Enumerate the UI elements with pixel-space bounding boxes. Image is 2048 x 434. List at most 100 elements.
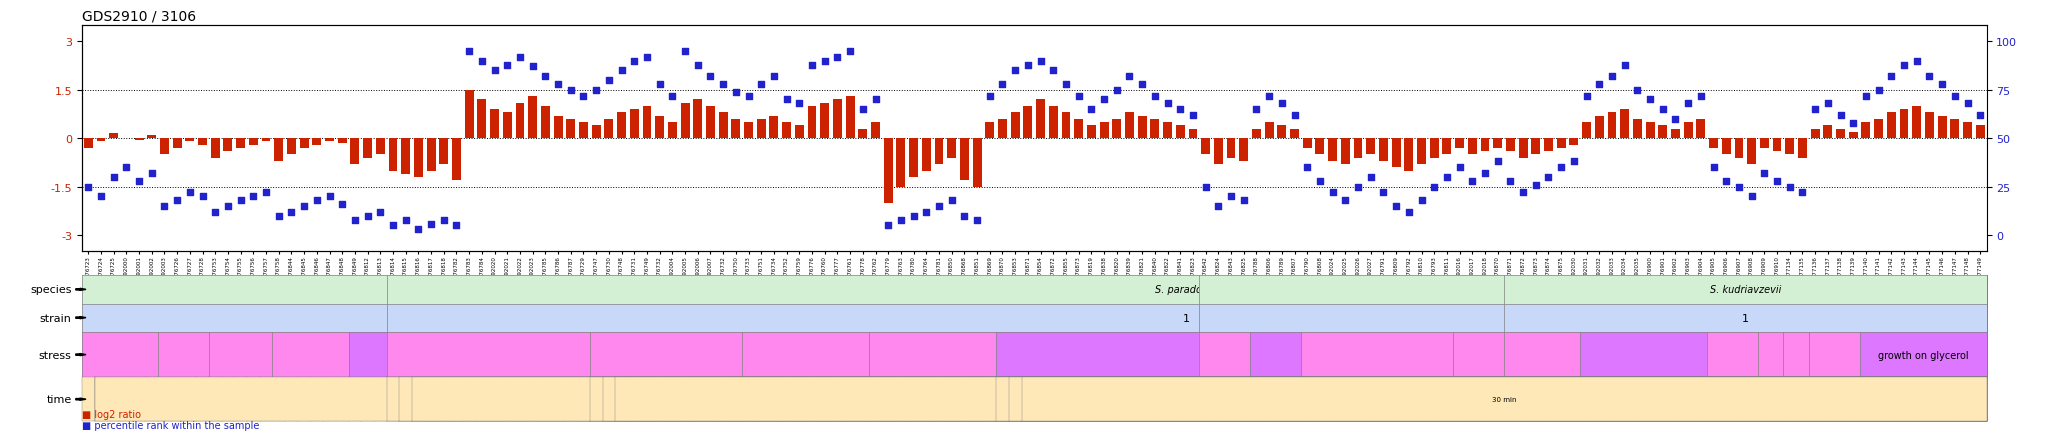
Point bbox=[1214, 194, 1247, 201]
Text: 20
min: 20 min bbox=[1186, 393, 1200, 406]
Bar bbox=[631, 110, 639, 139]
Bar bbox=[287, 139, 295, 155]
Point bbox=[860, 97, 893, 104]
Bar bbox=[1329, 139, 1337, 161]
Bar bbox=[643, 107, 651, 139]
Text: species: species bbox=[31, 285, 72, 295]
Text: 30 min: 30 min bbox=[1491, 396, 1516, 402]
Point bbox=[1952, 101, 1985, 108]
Bar bbox=[274, 139, 283, 161]
Point bbox=[326, 201, 358, 208]
Bar bbox=[1886, 113, 1896, 139]
Point bbox=[401, 226, 434, 233]
Point bbox=[719, 89, 752, 96]
Text: growth on glycerol: growth on glycerol bbox=[1446, 350, 1536, 360]
Bar bbox=[186, 139, 195, 142]
Point bbox=[1317, 190, 1350, 197]
Text: ■ log2 ratio: ■ log2 ratio bbox=[82, 409, 141, 419]
Point bbox=[211, 203, 244, 210]
Point bbox=[1544, 164, 1577, 171]
Text: heat shock: heat shock bbox=[1159, 350, 1212, 360]
Point bbox=[782, 101, 815, 108]
Bar bbox=[313, 139, 322, 145]
Bar bbox=[1393, 139, 1401, 168]
Point bbox=[987, 81, 1020, 88]
Bar bbox=[1569, 139, 1579, 145]
Point bbox=[948, 213, 981, 220]
Bar bbox=[1950, 119, 1960, 139]
Point bbox=[1405, 197, 1438, 204]
Bar bbox=[897, 139, 905, 187]
Bar bbox=[1087, 126, 1096, 139]
Bar bbox=[1139, 116, 1147, 139]
Bar bbox=[1964, 123, 1972, 139]
Point bbox=[1151, 101, 1184, 108]
Point bbox=[1532, 174, 1565, 181]
Bar bbox=[1583, 123, 1591, 139]
Point bbox=[225, 197, 258, 204]
Bar bbox=[489, 110, 500, 139]
Point bbox=[1647, 106, 1679, 113]
Bar bbox=[1849, 132, 1858, 139]
Bar bbox=[350, 139, 358, 164]
Bar bbox=[553, 116, 563, 139]
Text: 1: 1 bbox=[1741, 313, 1749, 323]
Point bbox=[453, 48, 485, 55]
Bar bbox=[680, 103, 690, 139]
Text: heat shock: heat shock bbox=[1008, 350, 1061, 360]
Bar bbox=[985, 123, 993, 139]
Point bbox=[961, 217, 993, 224]
Point bbox=[1761, 178, 1794, 185]
Bar bbox=[846, 97, 854, 139]
Bar bbox=[1112, 119, 1120, 139]
Point bbox=[936, 197, 969, 204]
Point bbox=[1481, 158, 1513, 165]
Text: DNA
damage: DNA damage bbox=[1868, 345, 1903, 365]
Bar bbox=[1544, 139, 1552, 152]
Bar bbox=[694, 100, 702, 139]
Bar bbox=[1188, 129, 1198, 139]
Point bbox=[1444, 164, 1477, 171]
Bar bbox=[1405, 139, 1413, 171]
Text: nitrogen
starvation: nitrogen starvation bbox=[1720, 344, 1769, 365]
Point bbox=[758, 73, 791, 80]
Bar bbox=[1696, 119, 1706, 139]
Text: nitrogen
starvation: nitrogen starvation bbox=[1876, 345, 1919, 365]
Bar bbox=[1747, 139, 1755, 164]
Point bbox=[1634, 97, 1667, 104]
Bar bbox=[516, 103, 524, 139]
Bar bbox=[580, 123, 588, 139]
Text: growth on glycerol: growth on glycerol bbox=[1878, 350, 1968, 360]
Text: 30 min: 30 min bbox=[1028, 396, 1053, 402]
Bar bbox=[1632, 119, 1642, 139]
Point bbox=[606, 68, 639, 75]
Bar bbox=[1798, 139, 1806, 158]
Bar bbox=[1442, 139, 1452, 155]
Text: 20
min: 20 min bbox=[1288, 393, 1300, 406]
Point bbox=[1380, 203, 1413, 210]
Point bbox=[1100, 87, 1133, 94]
Point bbox=[1036, 68, 1069, 75]
Point bbox=[72, 184, 104, 191]
Point bbox=[1305, 178, 1337, 185]
Bar bbox=[1278, 126, 1286, 139]
Point bbox=[1241, 106, 1274, 113]
Bar bbox=[1481, 139, 1489, 152]
Point bbox=[592, 77, 625, 84]
Bar bbox=[1163, 123, 1171, 139]
Text: 2: 2 bbox=[1589, 313, 1597, 323]
Bar bbox=[731, 119, 739, 139]
Point bbox=[1749, 170, 1782, 177]
Point bbox=[707, 81, 739, 88]
Bar bbox=[1303, 139, 1311, 148]
Point bbox=[1849, 93, 1882, 100]
Text: time: time bbox=[47, 395, 72, 404]
Bar bbox=[1901, 110, 1909, 139]
Point bbox=[745, 81, 778, 88]
Point bbox=[999, 68, 1032, 75]
Text: GDS2910 / 3106: GDS2910 / 3106 bbox=[82, 10, 197, 23]
Text: oxidative stress: oxidative stress bbox=[1249, 350, 1327, 360]
Point bbox=[618, 58, 651, 65]
Bar bbox=[1176, 126, 1184, 139]
Bar bbox=[934, 139, 944, 164]
